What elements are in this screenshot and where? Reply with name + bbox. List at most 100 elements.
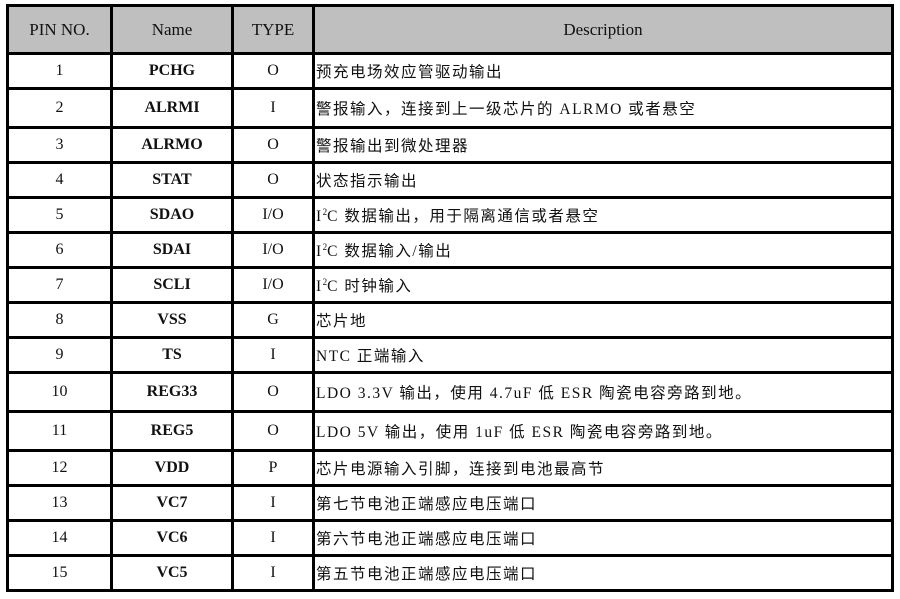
- description-text: 第六节电池正端感应电压端口: [316, 531, 538, 548]
- pin-number-cell: 3: [6, 126, 113, 164]
- table-row: 13 VC7 I 第七节电池正端感应电压端口: [6, 484, 894, 522]
- table-row: 10 REG33 O LDO 3.3V 输出，使用 4.7uF 低 ESR 陶瓷电容旁…: [6, 371, 894, 413]
- description-text: C 数据输出，用于隔离通信或者悬空: [327, 208, 600, 225]
- table-row: 4 STAT O 状态指示输出: [6, 161, 894, 199]
- pin-description-cell: 芯片地: [312, 301, 894, 339]
- pin-name-cell: VDD: [110, 449, 234, 487]
- pin-type-cell: I: [231, 519, 315, 557]
- pin-name-cell: REG5: [110, 410, 234, 452]
- pin-name-cell: TS: [110, 336, 234, 374]
- description-text: 第七节电池正端感应电压端口: [316, 496, 538, 513]
- header-pin-no: PIN NO.: [6, 4, 113, 55]
- pin-description-cell: 状态指示输出: [312, 161, 894, 199]
- pin-type-cell: O: [231, 161, 315, 199]
- table-row: 8 VSS G 芯片地: [6, 301, 894, 339]
- table-row: 11 REG5 O LDO 5V 输出，使用 1uF 低 ESR 陶瓷电容旁路到地。: [6, 410, 894, 452]
- pin-type-cell: I/O: [231, 231, 315, 269]
- pin-description-cell: LDO 3.3V 输出，使用 4.7uF 低 ESR 陶瓷电容旁路到地。: [312, 371, 894, 413]
- table-row: 6 SDAI I/O I2C 数据输入/输出: [6, 231, 894, 269]
- pin-type-cell: I: [231, 336, 315, 374]
- pin-number-cell: 9: [6, 336, 113, 374]
- description-text: 警报输出到微处理器: [316, 138, 470, 155]
- description-prefix: I: [316, 243, 323, 260]
- pin-description-cell: NTC 正端输入: [312, 336, 894, 374]
- description-superscript: 2: [322, 206, 328, 217]
- pin-description-table: PIN NO. Name TYPE Description 1 PCHG O 预充电场…: [6, 4, 894, 592]
- description-text: 预充电场效应管驱动输出: [316, 64, 504, 81]
- header-type: TYPE: [231, 4, 315, 55]
- pin-description-cell: 预充电场效应管驱动输出: [312, 52, 894, 90]
- pin-name-cell: VC6: [110, 519, 234, 557]
- description-text: LDO 3.3V 输出，使用 4.7uF 低 ESR 陶瓷电容旁路到地。: [316, 385, 753, 402]
- pin-name-cell: SDAI: [110, 231, 234, 269]
- pin-number-cell: 15: [6, 554, 113, 592]
- pin-type-cell: O: [231, 410, 315, 452]
- pin-description-cell: 第五节电池正端感应电压端口: [312, 554, 894, 592]
- description-text: 芯片电源输入引脚，连接到电池最高节: [316, 461, 606, 478]
- pin-description-cell: 第七节电池正端感应电压端口: [312, 484, 894, 522]
- table-row: 12 VDD P 芯片电源输入引脚，连接到电池最高节: [6, 449, 894, 487]
- description-text: 警报输入，连接到上一级芯片的 ALRMO 或者悬空: [316, 101, 697, 118]
- description-superscript: 2: [322, 276, 328, 287]
- pin-number-cell: 4: [6, 161, 113, 199]
- pin-type-cell: I: [231, 87, 315, 129]
- pin-name-cell: SCLI: [110, 266, 234, 304]
- pin-name-cell: VC5: [110, 554, 234, 592]
- pin-description-cell: LDO 5V 输出，使用 1uF 低 ESR 陶瓷电容旁路到地。: [312, 410, 894, 452]
- description-text: C 数据输入/输出: [327, 243, 453, 260]
- description-superscript: 2: [322, 241, 328, 252]
- table-row: 3 ALRMO O 警报输出到微处理器: [6, 126, 894, 164]
- pin-type-cell: O: [231, 371, 315, 413]
- pin-type-cell: I: [231, 554, 315, 592]
- pin-type-cell: I/O: [231, 266, 315, 304]
- pin-type-cell: I: [231, 484, 315, 522]
- pin-number-cell: 2: [6, 87, 113, 129]
- pin-name-cell: STAT: [110, 161, 234, 199]
- pin-type-cell: O: [231, 126, 315, 164]
- table-row: 2 ALRMI I 警报输入，连接到上一级芯片的 ALRMO 或者悬空: [6, 87, 894, 129]
- pin-type-cell: P: [231, 449, 315, 487]
- pin-description-cell: 警报输入，连接到上一级芯片的 ALRMO 或者悬空: [312, 87, 894, 129]
- pin-name-cell: ALRMI: [110, 87, 234, 129]
- pin-type-cell: O: [231, 52, 315, 90]
- description-text: 状态指示输出: [316, 173, 419, 190]
- pin-name-cell: ALRMO: [110, 126, 234, 164]
- pin-type-cell: G: [231, 301, 315, 339]
- description-prefix: I: [316, 208, 323, 225]
- pin-number-cell: 11: [6, 410, 113, 452]
- table-row: 5 SDAO I/O I2C 数据输出，用于隔离通信或者悬空: [6, 196, 894, 234]
- table-row: 15 VC5 I 第五节电池正端感应电压端口: [6, 554, 894, 592]
- header-name: Name: [110, 4, 234, 55]
- pin-number-cell: 7: [6, 266, 113, 304]
- table-row: 14 VC6 I 第六节电池正端感应电压端口: [6, 519, 894, 557]
- pin-name-cell: VC7: [110, 484, 234, 522]
- description-text: NTC 正端输入: [316, 348, 425, 365]
- pin-number-cell: 8: [6, 301, 113, 339]
- pin-description-cell: 第六节电池正端感应电压端口: [312, 519, 894, 557]
- table-row: 1 PCHG O 预充电场效应管驱动输出: [6, 52, 894, 90]
- pin-description-cell: 警报输出到微处理器: [312, 126, 894, 164]
- description-text: 第五节电池正端感应电压端口: [316, 566, 538, 583]
- pin-number-cell: 14: [6, 519, 113, 557]
- pin-name-cell: REG33: [110, 371, 234, 413]
- pin-description-cell: I2C 时钟输入: [312, 266, 894, 304]
- pin-number-cell: 13: [6, 484, 113, 522]
- pin-number-cell: 6: [6, 231, 113, 269]
- pin-name-cell: SDAO: [110, 196, 234, 234]
- pin-description-cell: I2C 数据输出，用于隔离通信或者悬空: [312, 196, 894, 234]
- pin-number-cell: 1: [6, 52, 113, 90]
- description-text: C 时钟输入: [327, 278, 413, 295]
- pin-number-cell: 12: [6, 449, 113, 487]
- description-prefix: I: [316, 278, 323, 295]
- pin-type-cell: I/O: [231, 196, 315, 234]
- table-row: 7 SCLI I/O I2C 时钟输入: [6, 266, 894, 304]
- header-description: Description: [312, 4, 894, 55]
- table-row: 9 TS I NTC 正端输入: [6, 336, 894, 374]
- description-text: 芯片地: [316, 313, 368, 330]
- table-header-row: PIN NO. Name TYPE Description: [6, 4, 894, 55]
- pin-number-cell: 10: [6, 371, 113, 413]
- pin-number-cell: 5: [6, 196, 113, 234]
- pin-description-cell: 芯片电源输入引脚，连接到电池最高节: [312, 449, 894, 487]
- pin-name-cell: VSS: [110, 301, 234, 339]
- pin-description-cell: I2C 数据输入/输出: [312, 231, 894, 269]
